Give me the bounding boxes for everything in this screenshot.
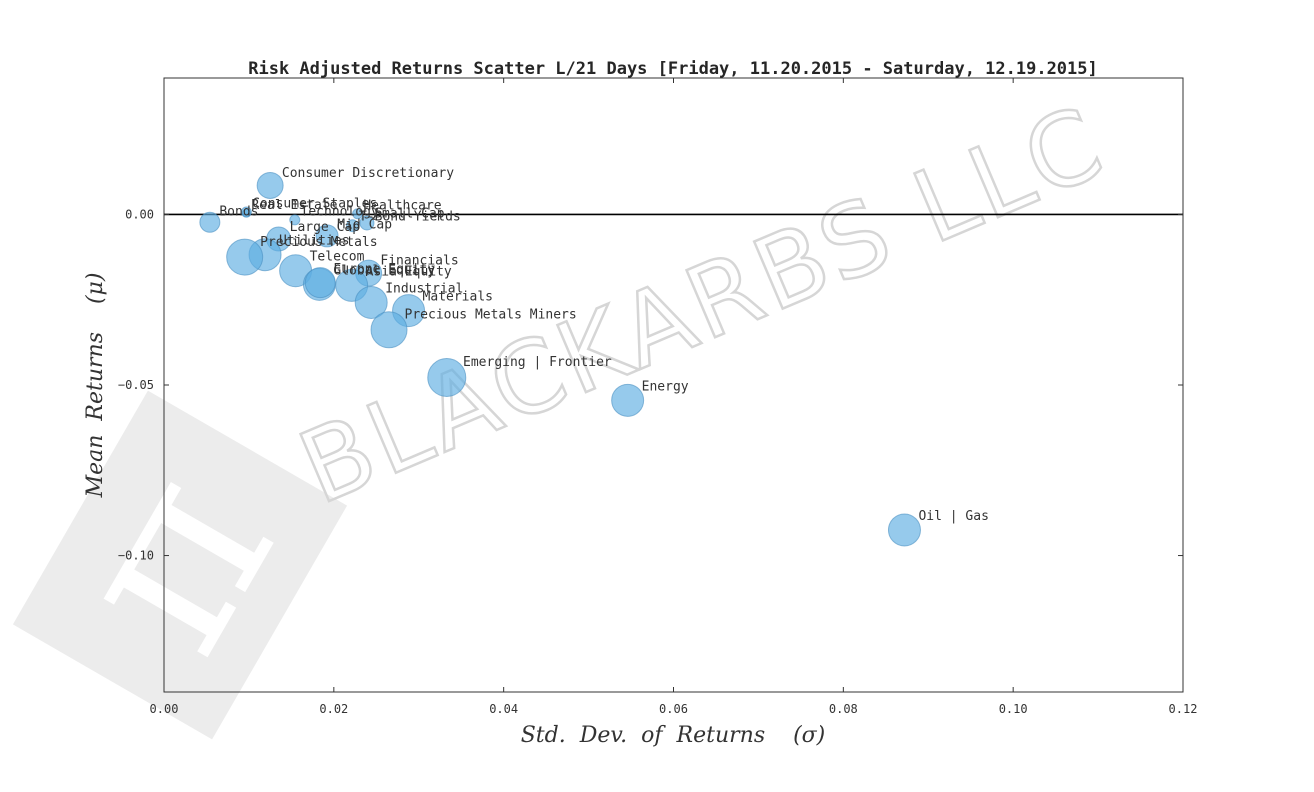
scatter-point — [226, 238, 264, 276]
scatter-point — [315, 224, 339, 248]
scatter-point — [370, 311, 408, 349]
point-label: Large Cap — [290, 220, 361, 235]
x-axis-title: Std. Dev. of Returns (σ) — [521, 723, 826, 748]
scatter-point — [289, 214, 301, 226]
scatter-point — [346, 219, 360, 233]
point-label: Mid Cap — [337, 217, 392, 232]
point-label: Industrial — [385, 281, 463, 296]
scatter-point — [611, 383, 645, 417]
point-label: Healthcare — [363, 198, 441, 213]
x-tick-label: 0.04 — [489, 702, 518, 716]
point-label: Bonds — [219, 204, 258, 219]
scatter-point — [241, 208, 251, 218]
point-label: Consumer Staples — [252, 197, 377, 212]
chart-title: Risk Adjusted Returns Scatter L/21 Days … — [248, 59, 1098, 79]
point-label: Global Equity — [333, 263, 435, 278]
watermark-logo-background — [12, 390, 348, 740]
point-labels: Consumer Discretionary Consumer StaplesRe… — [219, 166, 989, 524]
point-label: Telecom — [310, 250, 365, 265]
y-axis-title: Mean Returns (μ) — [83, 273, 108, 499]
x-tick-label: 0.06 — [659, 702, 688, 716]
scatter-point — [427, 357, 467, 397]
point-label: Precious Metals — [260, 235, 377, 250]
scatter-point — [887, 513, 921, 547]
x-tick-label: 0.02 — [319, 702, 348, 716]
watermark: π BLACKARBS LLC — [12, 82, 1122, 740]
x-tick-label: 0.08 — [829, 702, 858, 716]
point-label: Real Estate — [251, 198, 337, 213]
x-tick-label: 0.12 — [1169, 702, 1198, 716]
scatter-point — [256, 171, 284, 199]
scatter-points — [199, 171, 921, 547]
y-tick-label: −0.10 — [118, 549, 154, 563]
point-label: T-Bond Yields — [359, 210, 461, 225]
point-label: Technology — [301, 204, 379, 219]
scatter-point — [359, 215, 375, 231]
point-label: Emerging | Frontier — [463, 355, 612, 370]
point-label: Financials — [380, 254, 458, 269]
x-tick-label: 0.00 — [150, 702, 179, 716]
scatter-point — [304, 267, 336, 299]
scatter-point — [199, 211, 221, 233]
point-label: Materials — [423, 290, 493, 305]
point-label: Energy — [642, 379, 689, 394]
axis-ticks: 0.00 0.02 0.04 0.06 0.08 0.10 0.12 0.00 −0.05 −0.… — [118, 78, 1198, 716]
point-label: Utilities — [279, 234, 349, 249]
x-tick-label: 0.10 — [999, 702, 1028, 716]
point-label: Small Cap — [374, 206, 445, 221]
scatter-point — [352, 208, 364, 220]
y-tick-label: 0.00 — [125, 207, 154, 221]
point-label: Oil | Gas — [918, 509, 988, 524]
y-tick-label: −0.05 — [118, 378, 154, 392]
scatter-point — [354, 285, 388, 319]
point-label: Precious Metals Miners — [405, 308, 577, 323]
point-label: Consumer Discretionary — [282, 166, 454, 181]
point-label: Asia Equity — [366, 264, 452, 279]
point-label: Europe Equity — [333, 262, 435, 277]
